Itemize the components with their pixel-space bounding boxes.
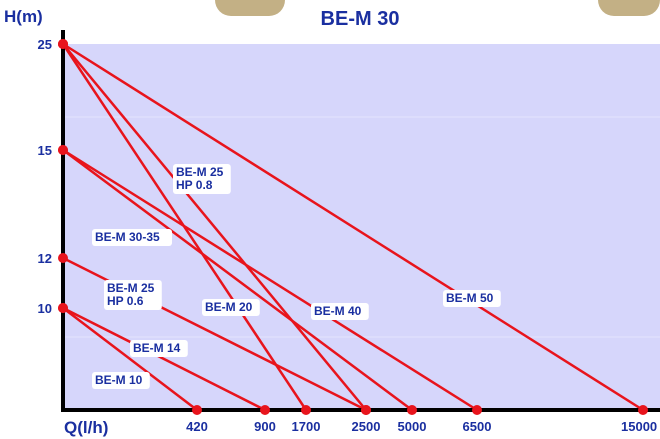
data-point-be-m-10-0 bbox=[58, 303, 68, 313]
series-label-bg-be-m-30-35 bbox=[92, 229, 172, 246]
data-point-be-m-10-1 bbox=[192, 405, 202, 415]
y-tick-label-25: 25 bbox=[38, 37, 52, 52]
x-tick-label-15000: 15000 bbox=[621, 419, 657, 434]
series-label-be-m-14: BE-M 14 bbox=[133, 341, 181, 355]
x-tick-label-2500: 2500 bbox=[352, 419, 381, 434]
series-label-bg-be-m-25-hp-0-8 bbox=[173, 164, 231, 194]
series-line-be-m-40 bbox=[62, 148, 478, 412]
y-tick-label-12: 12 bbox=[38, 251, 52, 266]
pump-image-left bbox=[215, 0, 285, 16]
y-tick-label-10: 10 bbox=[38, 301, 52, 316]
data-point-be-m-20-1 bbox=[301, 405, 311, 415]
x-tick-label-420: 420 bbox=[186, 419, 208, 434]
y-axis-title: H(m) bbox=[4, 7, 43, 26]
data-point-be-m-30-35-0 bbox=[58, 145, 68, 155]
series-label-bg-be-m-10 bbox=[92, 372, 150, 389]
series-line-be-m-30-35 bbox=[62, 148, 413, 412]
x-tick-label-900: 900 bbox=[254, 419, 276, 434]
series-label-bg-be-m-25-hp-0-6 bbox=[104, 280, 162, 310]
data-point-be-m-14-1 bbox=[260, 405, 270, 415]
series-label-be-m-25-hp-0-6-line-1: HP 0.6 bbox=[107, 294, 144, 308]
x-tick-label-1700: 1700 bbox=[292, 419, 321, 434]
series-label-be-m-25-hp-0-6-line-0: BE-M 25 bbox=[107, 281, 155, 295]
pump-image-right bbox=[598, 0, 660, 16]
data-point-be-m-40-1 bbox=[472, 405, 482, 415]
series-label-be-m-25-hp-0-8-line-1: HP 0.8 bbox=[176, 178, 213, 192]
data-point-be-m-25-hp-0-6-1 bbox=[361, 405, 371, 415]
series-label-be-m-40: BE-M 40 bbox=[314, 304, 362, 318]
series-label-bg-be-m-14 bbox=[130, 340, 188, 357]
series-line-be-m-25-hp-0-8 bbox=[62, 43, 367, 411]
data-point-be-m-20-0 bbox=[58, 39, 68, 49]
data-point-be-m-25-hp-0-6-0 bbox=[58, 253, 68, 263]
series-label-be-m-50: BE-M 50 bbox=[446, 291, 494, 305]
series-label-bg-be-m-20 bbox=[202, 299, 260, 316]
series-label-be-m-25-hp-0-8-line-0: BE-M 25 bbox=[176, 165, 224, 179]
data-point-be-m-50-1 bbox=[638, 405, 648, 415]
x-tick-label-5000: 5000 bbox=[398, 419, 427, 434]
series-label-be-m-30-35: BE-M 30-35 bbox=[95, 230, 160, 244]
series-label-be-m-10: BE-M 10 bbox=[95, 373, 143, 387]
series-line-be-m-14 bbox=[62, 306, 266, 412]
series-line-be-m-50 bbox=[62, 42, 644, 412]
series-label-bg-be-m-40 bbox=[311, 303, 369, 320]
y-tick-label-15: 15 bbox=[38, 143, 52, 158]
series-label-be-m-20: BE-M 20 bbox=[205, 300, 253, 314]
series-line-be-m-10 bbox=[62, 307, 198, 411]
series-label-bg-be-m-50 bbox=[443, 290, 501, 307]
x-axis-title: Q(l/h) bbox=[64, 418, 108, 437]
data-point-be-m-30-35-1 bbox=[407, 405, 417, 415]
x-tick-label-6500: 6500 bbox=[463, 419, 492, 434]
chart-title: BE-M 30 bbox=[321, 8, 400, 30]
